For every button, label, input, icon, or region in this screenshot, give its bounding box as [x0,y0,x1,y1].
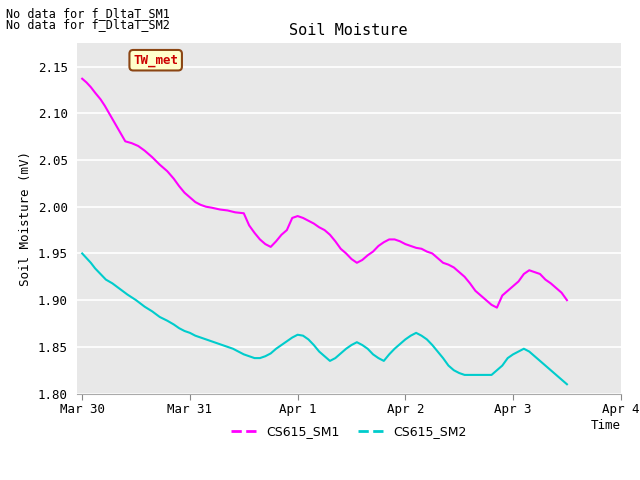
CS615_SM2 [563,382,571,387]
Text: No data for f_DltaT_SM2: No data for f_DltaT_SM2 [6,18,170,31]
CS615_SM2 [224,344,232,350]
Text: No data for f_DltaT_SM1: No data for f_DltaT_SM1 [6,7,170,20]
CS615_SM1 [216,207,224,213]
CS615_SM2 [78,251,86,256]
CS615_SM1 [563,297,571,303]
Line: CS615_SM1: CS615_SM1 [82,79,567,308]
CS615_SM2 [87,260,95,265]
Legend: CS615_SM1, CS615_SM2: CS615_SM1, CS615_SM2 [226,420,472,444]
CS615_SM2 [369,351,377,357]
CS615_SM1 [326,232,334,238]
CS615_SM1 [224,207,232,213]
Title: Soil Moisture: Soil Moisture [289,23,408,38]
CS615_SM2 [531,353,538,359]
CS615_SM2 [326,358,334,364]
Y-axis label: Soil Moisture (mV): Soil Moisture (mV) [19,151,32,286]
CS615_SM1 [369,249,377,254]
CS615_SM2 [229,346,237,352]
CS615_SM1 [536,271,544,277]
Text: TW_met: TW_met [133,54,178,67]
CS615_SM1 [493,305,500,311]
CS615_SM1 [87,84,95,90]
Line: CS615_SM2: CS615_SM2 [82,253,567,384]
X-axis label: Time: Time [591,419,621,432]
CS615_SM1 [78,76,86,82]
